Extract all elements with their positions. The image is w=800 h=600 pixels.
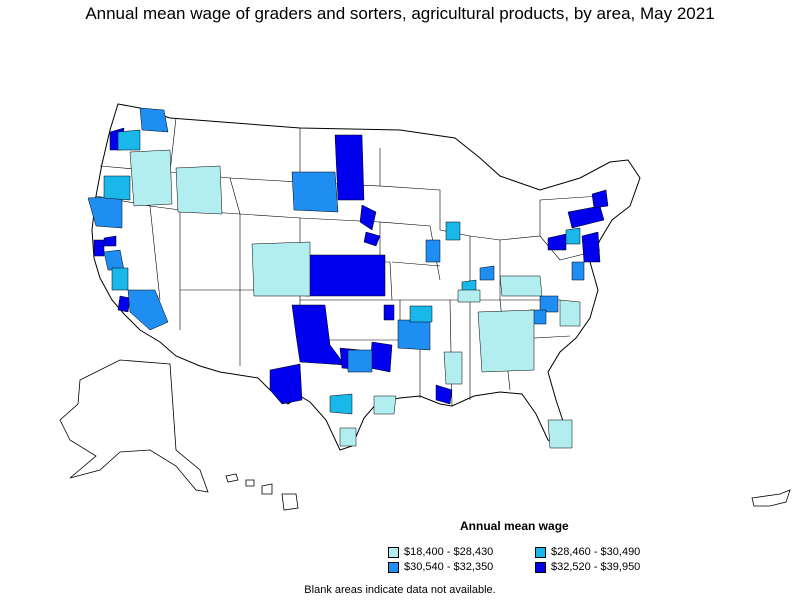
legend-swatch-1 [388,546,399,558]
legend-label-1: $18,400 - $28,430 [404,546,494,558]
legend-label-2: $28,460 - $30,490 [551,546,641,558]
legend-swatch-3 [388,561,399,573]
alaska-outline [59,359,209,493]
map-title: Annual mean wage of graders and sorters,… [85,4,715,23]
legend-item-2: $28,460 - $30,490 [535,546,640,558]
legend-swatch-2 [535,546,546,558]
legend-label-3: $30,540 - $32,350 [404,561,494,573]
legend-item-4: $32,520 - $39,950 [535,561,640,573]
footnote: Blank areas indicate data not available. [304,584,496,596]
legend-swatch-4 [535,561,546,573]
legend-item-1: $18,400 - $28,430 [388,546,493,558]
hawaii-outline [225,473,299,511]
areas-18400-28430 [129,149,581,449]
legend-item-3: $30,540 - $32,350 [388,561,493,573]
areas-30540-32350 [87,107,585,373]
legend-title: Annual mean wage [460,519,569,533]
legend-label-4: $32,520 - $39,950 [551,561,641,573]
areas-28460-30490 [103,129,581,415]
puerto-rico-outline [751,489,791,507]
